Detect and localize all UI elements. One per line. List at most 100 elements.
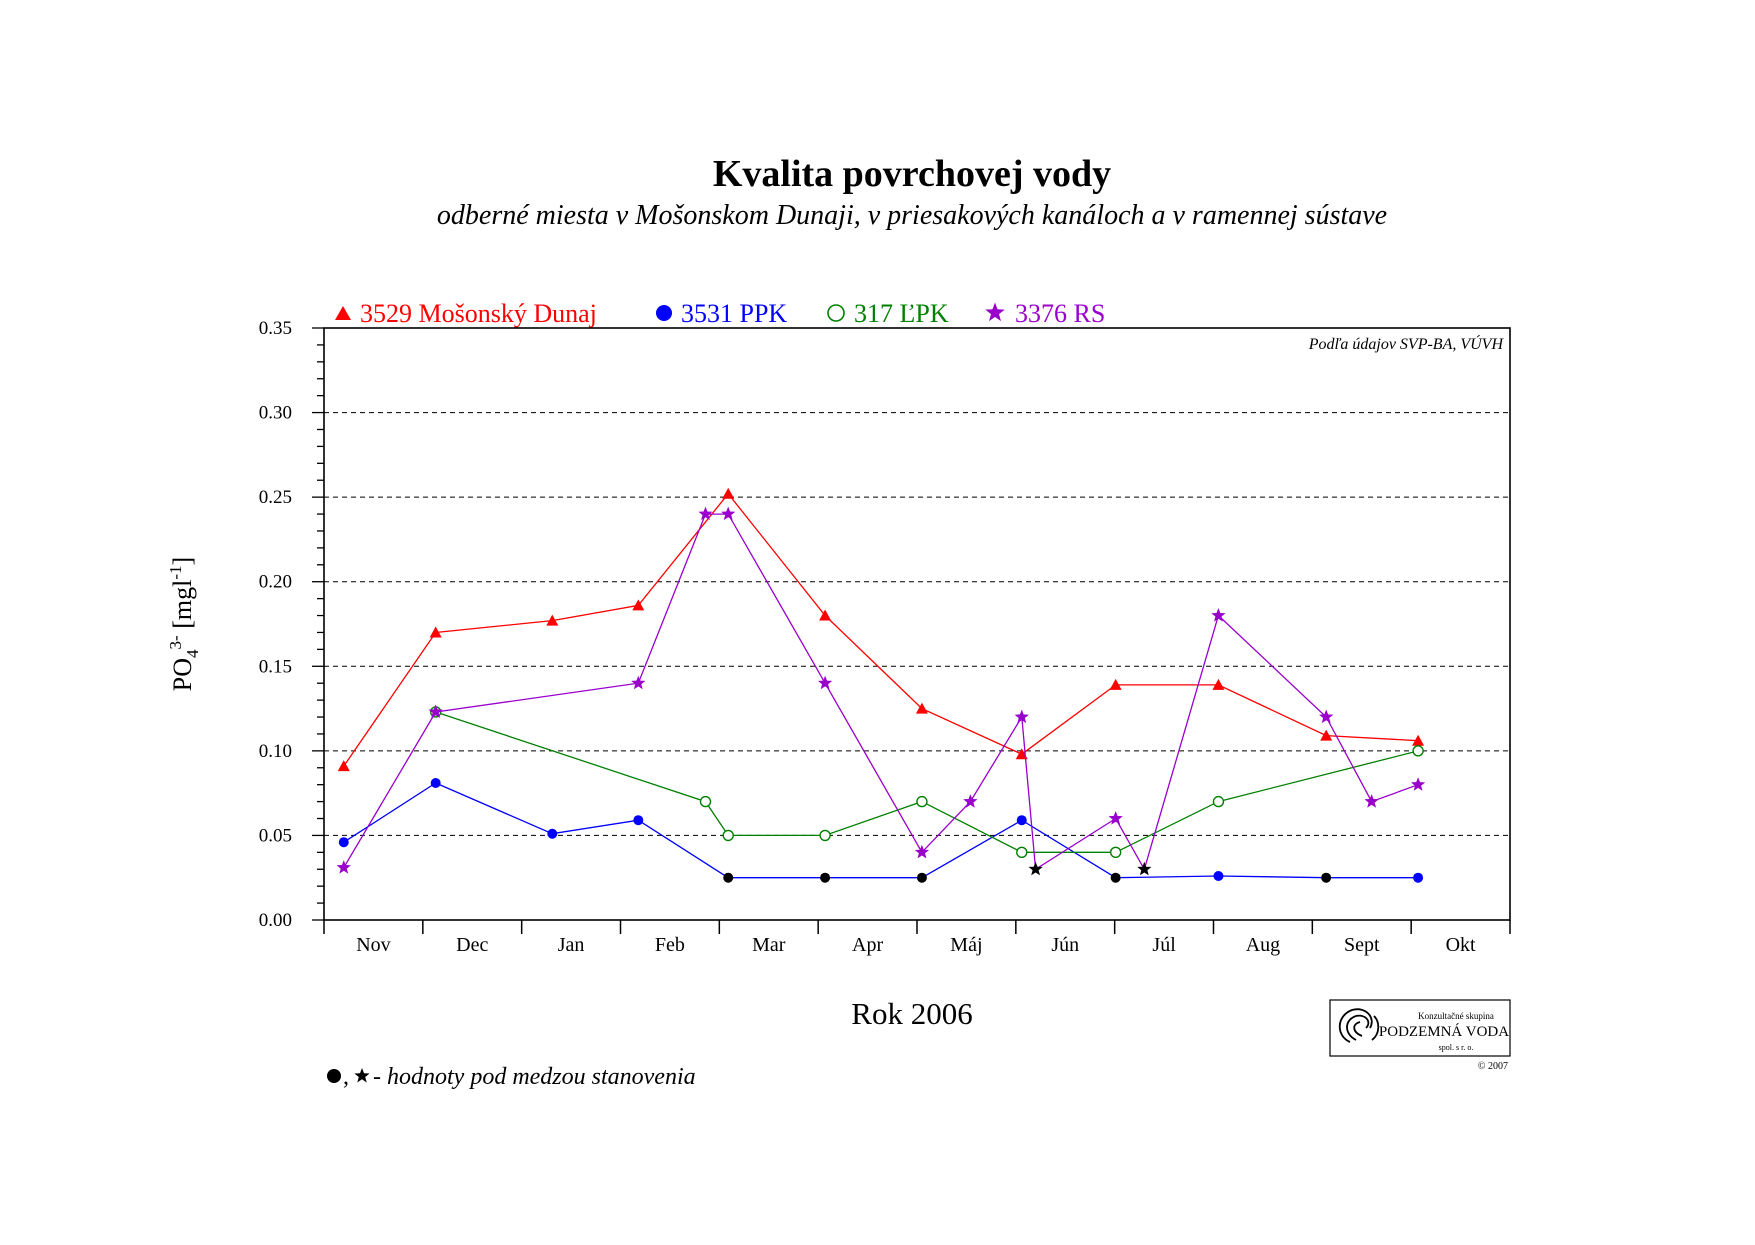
- footnote-comma: ,: [343, 1064, 349, 1090]
- legend-item-mosonsky-dunaj: 3529 Mošonský Dunaj: [335, 299, 597, 328]
- logo-line3: spol. s r. o.: [1439, 1043, 1474, 1052]
- star-marker: [1108, 811, 1123, 825]
- filled-circle-icon: [656, 305, 672, 321]
- open-circle-marker: [722, 829, 734, 842]
- star-marker: [1364, 794, 1379, 808]
- triangle-marker: [429, 626, 442, 638]
- x-axis-label: Rok 2006: [851, 996, 972, 1031]
- y-tick-label: 0.10: [259, 741, 292, 762]
- open-circle-icon: [827, 304, 845, 322]
- star-marker: [914, 844, 930, 859]
- legend-item-ppk: 3531 PPK: [656, 299, 787, 328]
- y-tick-label: 0.35: [259, 318, 292, 339]
- open-circle-marker: [1212, 795, 1225, 808]
- star-icon: [985, 302, 1005, 322]
- legend-label: 3531 PPK: [681, 299, 787, 328]
- company-logo: Konzultačné skupina PODZEMNÁ VODA spol. …: [1329, 999, 1511, 1072]
- star-marker: [818, 675, 833, 690]
- legend-item-rs: 3376 RS: [985, 299, 1105, 328]
- y-label-unit-sup: -1: [166, 565, 185, 579]
- filled-circle-icon: [327, 1069, 341, 1083]
- y-label-sup: 3-: [166, 635, 185, 650]
- star-marker: [631, 675, 646, 690]
- open-circle-marker: [1109, 846, 1122, 859]
- series-1: [338, 777, 1424, 883]
- y-tick-label: 0.05: [259, 825, 292, 846]
- circle-marker: [916, 872, 927, 883]
- x-tick-label: Jan: [558, 934, 585, 956]
- y-tick-label: 0.15: [259, 656, 292, 677]
- star-marker: [336, 860, 351, 874]
- star-marker: [963, 794, 978, 808]
- star-marker: [1014, 709, 1029, 724]
- series: [336, 487, 1426, 883]
- x-tick-label: Aug: [1246, 934, 1280, 956]
- y-tick-label: 0.20: [259, 572, 292, 593]
- logo-mark-icon: [1338, 1008, 1380, 1043]
- circle-marker: [633, 815, 644, 826]
- triangle-marker: [337, 760, 350, 772]
- logo-line2: PODZEMNÁ VODA: [1379, 1023, 1509, 1040]
- star-marker: [698, 506, 713, 521]
- x-axis: Nov Dec Jan Feb Mar Apr Máj Jún Júl Aug Sept Okt: [323, 920, 1511, 956]
- y-label-unit: [mgl: [168, 580, 197, 636]
- y-label-sub: 4: [183, 649, 202, 658]
- series-0: [337, 487, 1425, 772]
- x-tick-label: Jún: [1051, 934, 1079, 956]
- source-note: Podľa údajov SVP-BA, VÚVH: [1308, 334, 1505, 353]
- x-tick-label: Feb: [655, 934, 685, 956]
- y-tick-label: 0.30: [259, 403, 292, 424]
- circle-marker: [338, 837, 349, 848]
- triangle-marker: [1212, 678, 1225, 690]
- circle-marker: [1016, 815, 1027, 826]
- triangle-marker: [1412, 734, 1425, 746]
- star-marker: [1137, 861, 1152, 876]
- series-2: [429, 706, 1424, 859]
- x-tick-label: Apr: [852, 934, 883, 956]
- series-3: [336, 506, 1426, 876]
- y-tick-label: 0.00: [259, 910, 292, 931]
- y-axis-label: PO43- [mgl-1]: [166, 557, 202, 691]
- circle-marker: [1321, 872, 1332, 883]
- y-tick-label: 0.25: [259, 487, 292, 508]
- legend-label: 3376 RS: [1015, 299, 1105, 328]
- series-line: [343, 513, 1419, 871]
- triangle-icon: [335, 306, 351, 320]
- circle-marker: [820, 872, 831, 883]
- footnote-text: - hodnoty pod medzou stanovenia: [373, 1064, 696, 1090]
- logo-line1: Konzultačné skupina: [1418, 1011, 1494, 1021]
- chart-title: Kvalita povrchovej vody: [713, 153, 1111, 195]
- circle-marker: [1213, 871, 1224, 882]
- y-label-close: ]: [168, 557, 197, 566]
- star-marker: [428, 704, 443, 718]
- x-tick-label: Dec: [456, 934, 488, 956]
- triangle-marker: [819, 609, 832, 621]
- grid: [324, 412, 1510, 836]
- open-circle-marker: [819, 829, 831, 842]
- legend-label: 3529 Mošonský Dunaj: [360, 299, 597, 328]
- logo-copyright: © 2007: [1478, 1061, 1508, 1072]
- circle-marker: [1110, 872, 1121, 883]
- open-circle-marker: [1016, 846, 1028, 859]
- triangle-marker: [722, 487, 735, 499]
- legend-label: 317 ĽPK: [854, 299, 949, 328]
- triangle-marker: [1320, 729, 1333, 741]
- circle-marker: [547, 828, 558, 839]
- x-tick-label: Okt: [1446, 934, 1476, 956]
- star-marker: [1028, 861, 1043, 876]
- circle-marker: [430, 777, 441, 788]
- triangle-marker: [632, 599, 645, 611]
- x-tick-label: Nov: [356, 934, 390, 956]
- star-marker: [1411, 777, 1426, 791]
- open-circle-marker: [1412, 745, 1424, 757]
- legend-item-lpk: 317 ĽPK: [827, 299, 949, 328]
- x-tick-label: Júl: [1152, 934, 1176, 956]
- x-tick-label: Sept: [1344, 934, 1380, 956]
- plot-area: [323, 327, 1511, 921]
- triangle-marker: [1109, 678, 1122, 690]
- legend: 3529 Mošonský Dunaj 3531 PPK 317 ĽPK 337…: [335, 299, 1105, 328]
- series-line: [343, 492, 1419, 767]
- star-marker: [721, 506, 736, 521]
- chart-subtitle: odberné miesta v Mošonskom Dunaji, v pri…: [437, 200, 1387, 231]
